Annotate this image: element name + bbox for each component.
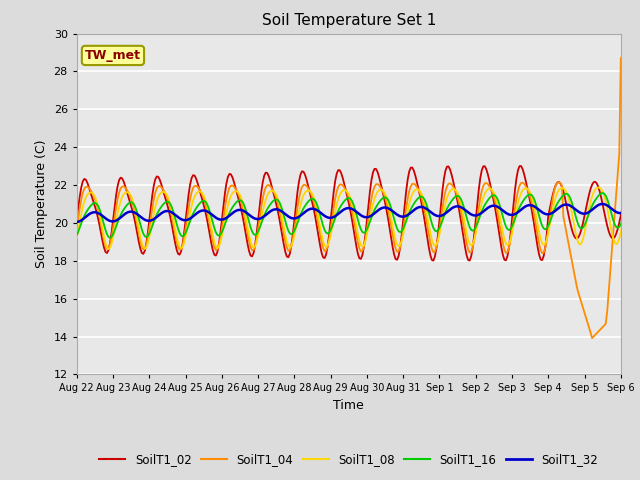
Text: TW_met: TW_met (85, 49, 141, 62)
X-axis label: Time: Time (333, 399, 364, 412)
Legend: SoilT1_02, SoilT1_04, SoilT1_08, SoilT1_16, SoilT1_32: SoilT1_02, SoilT1_04, SoilT1_08, SoilT1_… (95, 448, 603, 471)
Title: Soil Temperature Set 1: Soil Temperature Set 1 (262, 13, 436, 28)
Y-axis label: Soil Temperature (C): Soil Temperature (C) (35, 140, 48, 268)
